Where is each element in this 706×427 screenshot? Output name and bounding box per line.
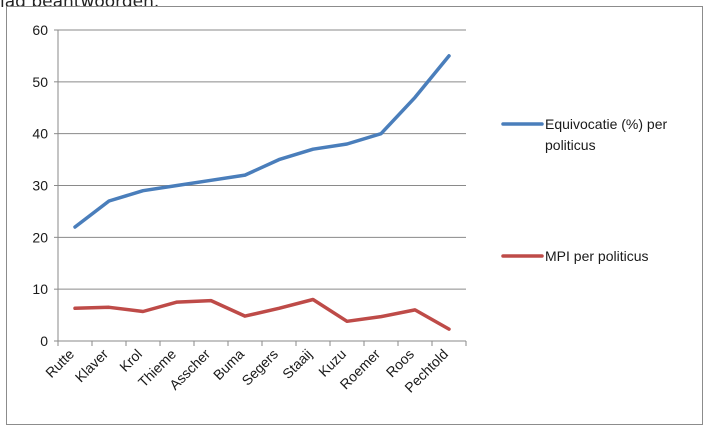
data-point: [346, 143, 349, 146]
chart-frame: [6, 6, 703, 425]
data-point: [108, 200, 111, 203]
y-tick-label: 30: [32, 178, 48, 194]
data-point: [312, 298, 315, 301]
data-point: [210, 299, 213, 302]
data-point: [414, 96, 417, 99]
data-point: [346, 320, 349, 323]
y-tick-label: 50: [32, 74, 48, 90]
data-point: [380, 132, 383, 135]
y-tick-label: 60: [32, 22, 48, 38]
y-axis: 0 10 20 30 40 50 60: [32, 22, 59, 349]
x-category-label: Rutte: [42, 346, 77, 381]
data-point: [142, 189, 145, 192]
data-point: [380, 315, 383, 318]
data-point: [176, 184, 179, 187]
data-point: [210, 179, 213, 182]
data-point: [414, 308, 417, 311]
legend-label-1: MPI per politicus: [545, 248, 648, 264]
y-tick-label: 40: [32, 126, 48, 142]
y-tick-label: 10: [32, 281, 48, 297]
data-point: [74, 307, 77, 310]
data-point: [108, 306, 111, 309]
y-tick-label: 20: [32, 229, 48, 245]
series-lines: [73, 54, 451, 331]
data-point: [448, 54, 451, 57]
data-point: [312, 148, 315, 151]
x-category-label: Staaij: [279, 346, 315, 382]
series-line-1: [73, 297, 451, 331]
data-point: [244, 315, 247, 318]
data-point: [278, 307, 281, 310]
x-category-label: Klaver: [72, 346, 112, 386]
gridlines: [58, 29, 466, 342]
legend-label-0: Equivocatie (%) per politicus: [545, 116, 668, 153]
legend: Equivocatie (%) per politicus MPI per poli…: [501, 116, 668, 264]
data-point: [176, 301, 179, 304]
x-category-label: Krol: [116, 346, 145, 375]
series-line-0: [73, 54, 451, 229]
y-tick-label: 0: [40, 333, 48, 349]
x-category-label: Segers: [238, 346, 281, 389]
data-point: [448, 328, 451, 331]
data-point: [278, 158, 281, 161]
data-point: [74, 225, 77, 228]
data-point: [244, 174, 247, 177]
data-point: [142, 310, 145, 313]
